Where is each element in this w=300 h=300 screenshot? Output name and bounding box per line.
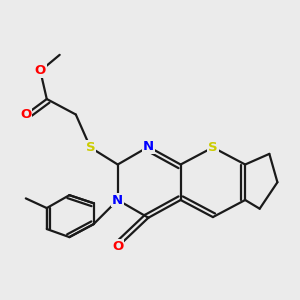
Text: N: N [143, 140, 154, 153]
Text: S: S [85, 141, 95, 154]
Text: O: O [112, 240, 123, 253]
Text: O: O [35, 64, 46, 77]
Text: S: S [208, 141, 218, 154]
Text: O: O [20, 108, 32, 121]
Text: N: N [112, 194, 123, 206]
